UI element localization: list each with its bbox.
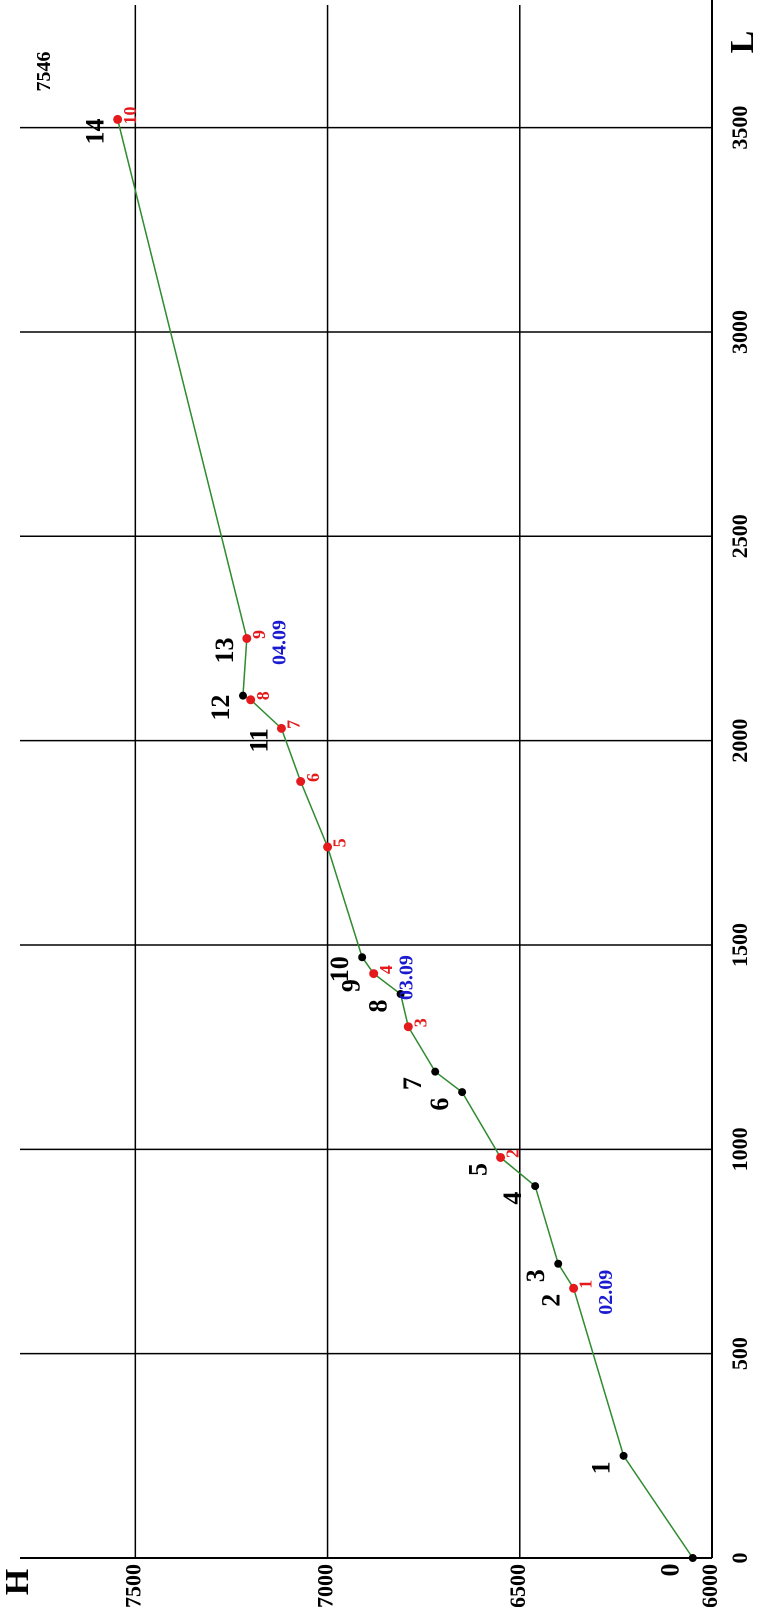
station-label: 4 — [498, 1192, 527, 1205]
y-tick-label: 7500 — [120, 1564, 145, 1607]
station-label: 5 — [464, 1163, 493, 1176]
x-tick-label: 1000 — [727, 1127, 752, 1171]
station-label: 3 — [521, 1269, 550, 1282]
y-tick-label: 6000 — [697, 1564, 722, 1607]
checkpoint-label: 5 — [330, 838, 350, 847]
checkpoint-label: 2 — [503, 1149, 523, 1158]
station-label: 6 — [425, 1098, 454, 1111]
station-label: 9 — [337, 979, 366, 992]
date-label: 03.09 — [395, 955, 417, 1000]
station-point — [619, 1451, 628, 1460]
station-label: 2 — [537, 1294, 566, 1307]
station-point — [431, 1067, 440, 1076]
date-label: 04.09 — [268, 620, 290, 665]
station-point — [238, 691, 247, 700]
station-point — [688, 1554, 697, 1562]
station-label: 12 — [206, 695, 235, 721]
station-label: 1 — [587, 1461, 616, 1474]
y-tick-label: 7000 — [313, 1564, 338, 1607]
checkpoint-label: 9 — [249, 630, 269, 639]
checkpoint-point — [113, 114, 123, 124]
x-axis-label: L — [724, 31, 761, 54]
station-label: 0 — [656, 1564, 685, 1577]
x-tick-label: 500 — [727, 1337, 752, 1370]
checkpoint-point — [369, 969, 379, 979]
station-label: 8 — [364, 1000, 393, 1013]
route-line — [116, 119, 694, 1559]
checkpoint-label: 8 — [253, 691, 273, 700]
station-point — [458, 1088, 467, 1097]
x-tick-label: 3500 — [727, 106, 752, 150]
x-tick-label: 0 — [727, 1553, 752, 1564]
checkpoint-label: 7 — [284, 720, 304, 729]
station-point — [396, 990, 405, 999]
checkpoint-point — [569, 1283, 579, 1293]
station-label: 13 — [210, 637, 239, 663]
checkpoint-point — [403, 1022, 413, 1032]
y-tick-label: 6500 — [505, 1564, 530, 1607]
x-tick-label: 1500 — [727, 923, 752, 967]
checkpoint-label: 6 — [303, 773, 323, 782]
checkpoint-point — [296, 777, 306, 786]
checkpoint-point — [242, 633, 252, 643]
checkpoint-label: 10 — [120, 106, 140, 124]
value-label: 7546 — [33, 51, 55, 91]
x-tick-label: 3000 — [727, 310, 752, 354]
station-label: 14 — [81, 118, 110, 144]
y-axis-label: H — [0, 1569, 36, 1595]
checkpoint-point — [276, 723, 286, 733]
station-point — [358, 953, 367, 962]
station-point — [531, 1182, 540, 1191]
x-tick-label: 2000 — [727, 719, 752, 763]
checkpoint-point — [323, 842, 333, 852]
checkpoint-label: 3 — [410, 1018, 430, 1027]
date-label: 02.09 — [595, 1270, 617, 1315]
station-label: 11 — [244, 728, 273, 753]
station-label: 10 — [325, 956, 354, 982]
checkpoint-label: 4 — [376, 965, 396, 974]
checkpoint-point — [496, 1152, 506, 1162]
checkpoint-point — [246, 695, 256, 705]
checkpoint-label: 1 — [576, 1280, 596, 1289]
x-tick-label: 2500 — [727, 514, 752, 558]
station-label: 7 — [398, 1077, 427, 1090]
station-point — [554, 1259, 563, 1268]
